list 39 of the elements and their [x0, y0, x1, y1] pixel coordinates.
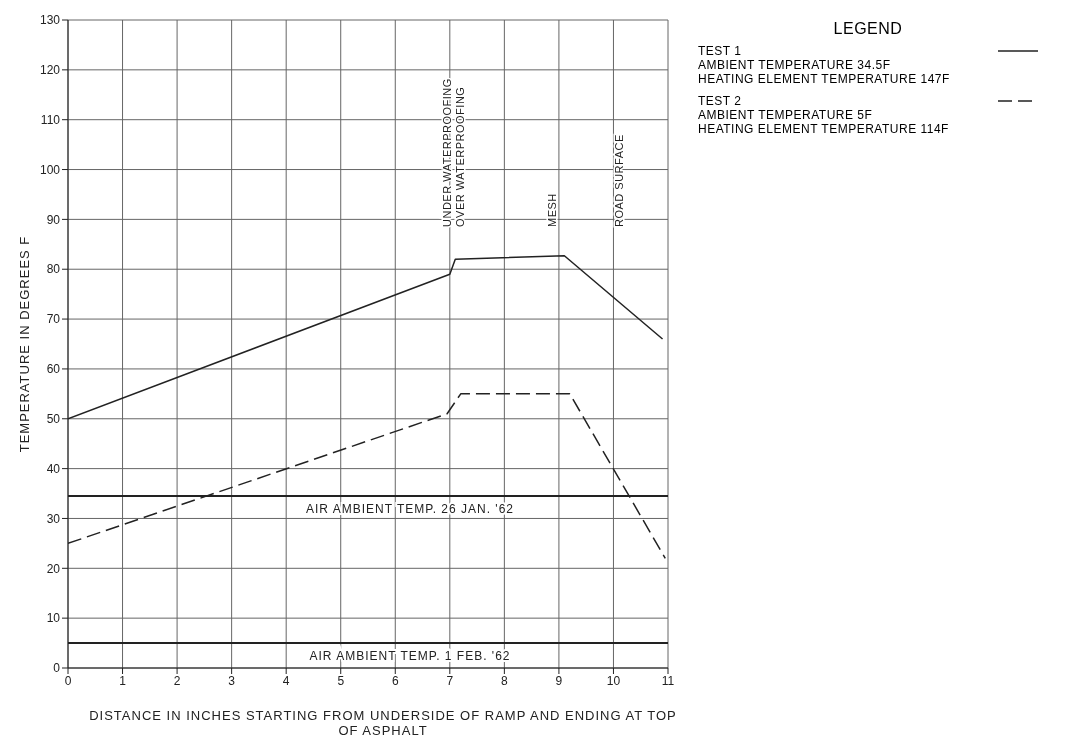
annotation: MESH	[546, 193, 558, 227]
y-tick-label: 40	[46, 461, 61, 476]
y-tick-label: 60	[46, 362, 61, 377]
y-axis-title: TEMPERATURE IN DEGREES F	[16, 235, 32, 453]
text: TEST 2	[698, 94, 742, 108]
annotation: OVER WATERPROOFING	[454, 86, 466, 227]
y-tick-label: 70	[46, 312, 61, 327]
text: AMBIENT TEMPERATURE 5F	[698, 108, 874, 122]
y-tick-label: 50	[46, 412, 61, 427]
y-tick-label: 100	[39, 162, 61, 177]
y-tick-label: 20	[46, 561, 61, 576]
x-tick-label: 11	[661, 673, 675, 688]
x-tick-label: 0	[64, 673, 72, 688]
legend-title: LEGEND	[832, 20, 904, 38]
x-tick-label: 3	[228, 673, 236, 688]
x-tick-label: 5	[337, 673, 345, 688]
y-tick-label: 0	[53, 661, 61, 676]
y-tick-label: 130	[39, 13, 61, 28]
x-tick-label: 1	[119, 673, 127, 688]
text: HEATING ELEMENT TEMPERATURE 114F	[698, 122, 950, 136]
y-tick-label: 90	[46, 212, 61, 227]
y-tick-label: 10	[46, 611, 61, 626]
annotation: ROAD SURFACE	[613, 134, 625, 227]
x-axis-title: DISTANCE IN INCHES STARTING FROM UNDERSIDE OF RAMP AND ENDING AT TOP OF ASPHALT	[88, 708, 678, 738]
y-tick-label: 80	[46, 262, 61, 277]
x-tick-label: 7	[446, 673, 454, 688]
x-tick-label: 2	[173, 673, 181, 688]
x-tick-label: 8	[501, 673, 509, 688]
y-tick-label: 30	[46, 511, 61, 526]
text: TEST 1	[698, 44, 742, 58]
y-tick-label: 120	[39, 63, 61, 78]
annotation: UNDER WATERPROOFING	[441, 78, 453, 227]
x-tick-label: 10	[606, 673, 621, 688]
x-tick-label: 4	[282, 673, 290, 688]
y-tick-label: 110	[40, 112, 61, 127]
x-tick-label: 9	[555, 673, 563, 688]
text: AMBIENT TEMPERATURE 34.5F	[698, 58, 892, 72]
text: HEATING ELEMENT TEMPERATURE 147F	[698, 72, 951, 86]
x-tick-label: 6	[391, 673, 399, 688]
